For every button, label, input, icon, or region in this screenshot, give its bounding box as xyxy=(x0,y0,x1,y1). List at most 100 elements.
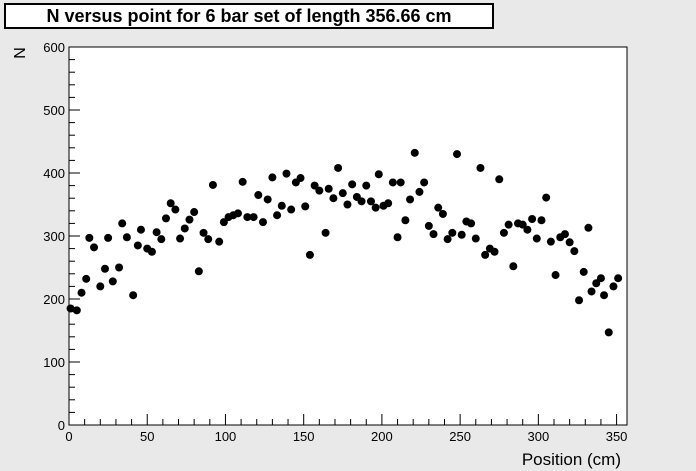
data-point xyxy=(315,186,324,195)
data-point xyxy=(362,181,371,190)
data-point xyxy=(448,228,457,237)
data-point xyxy=(268,173,277,182)
data-point xyxy=(233,209,242,218)
data-point xyxy=(338,189,347,198)
data-point xyxy=(254,191,263,200)
data-point xyxy=(215,237,224,246)
data-point xyxy=(384,199,393,208)
data-point xyxy=(401,216,410,225)
data-point xyxy=(305,250,314,259)
data-point xyxy=(180,224,189,233)
data-point xyxy=(481,250,490,259)
data-point xyxy=(115,263,124,272)
data-point xyxy=(429,230,438,239)
data-point xyxy=(537,216,546,225)
x-tick-label: 150 xyxy=(293,429,315,444)
data-point xyxy=(208,180,217,189)
data-point xyxy=(452,150,461,159)
data-point xyxy=(329,194,338,203)
x-tick-label: 0 xyxy=(65,429,72,444)
data-point xyxy=(596,274,605,283)
data-point xyxy=(551,271,560,280)
data-point xyxy=(301,202,310,211)
x-tick-label: 200 xyxy=(371,429,393,444)
data-point xyxy=(592,279,601,288)
data-point xyxy=(600,291,609,300)
y-tick-label: 600 xyxy=(43,40,65,55)
data-point xyxy=(579,267,588,276)
data-point xyxy=(504,220,513,229)
data-point xyxy=(277,201,286,210)
data-point xyxy=(604,328,613,337)
data-point xyxy=(287,205,296,214)
data-point xyxy=(546,237,555,246)
data-point xyxy=(388,178,397,187)
data-point xyxy=(560,230,569,239)
data-point xyxy=(584,223,593,232)
data-point xyxy=(393,233,402,242)
data-point xyxy=(371,203,380,212)
data-point xyxy=(72,306,81,315)
data-point xyxy=(118,219,127,228)
data-point xyxy=(147,247,156,256)
data-point xyxy=(324,184,333,193)
y-tick-label: 300 xyxy=(43,229,65,244)
data-point xyxy=(166,199,175,208)
data-point xyxy=(273,211,282,220)
chart-title: N versus point for 6 bar set of length 3… xyxy=(4,3,494,29)
x-axis-label: Position (cm) xyxy=(522,450,621,469)
data-point xyxy=(471,234,480,243)
data-point xyxy=(457,230,466,239)
data-point xyxy=(77,288,86,297)
data-point xyxy=(334,163,343,172)
data-point xyxy=(136,225,145,234)
data-point xyxy=(476,163,485,172)
data-point xyxy=(133,241,142,250)
data-point xyxy=(185,215,194,224)
y-tick-label: 0 xyxy=(58,418,65,433)
data-point xyxy=(357,197,366,206)
data-point xyxy=(157,235,166,244)
data-point xyxy=(565,238,574,247)
data-point xyxy=(249,213,258,222)
data-point xyxy=(575,296,584,305)
x-tick-label: 100 xyxy=(215,429,237,444)
data-point xyxy=(420,178,429,187)
y-tick-label: 500 xyxy=(43,103,65,118)
data-point xyxy=(258,218,267,227)
data-point xyxy=(296,174,305,183)
data-point xyxy=(152,228,161,237)
y-tick-label: 100 xyxy=(43,355,65,370)
data-point xyxy=(587,287,596,296)
data-point xyxy=(219,218,228,227)
data-point xyxy=(406,195,415,204)
data-point xyxy=(310,181,319,190)
data-point xyxy=(100,264,109,273)
data-point xyxy=(570,247,579,256)
data-point xyxy=(171,205,180,214)
y-tick-label: 400 xyxy=(43,166,65,181)
data-point xyxy=(238,177,247,186)
data-point xyxy=(609,282,618,291)
data-point xyxy=(90,243,99,252)
data-point xyxy=(424,221,433,230)
x-tick-label: 250 xyxy=(449,429,471,444)
data-point xyxy=(321,228,330,237)
y-tick-label: 200 xyxy=(43,292,65,307)
data-point xyxy=(434,203,443,212)
data-point xyxy=(176,234,185,243)
data-point xyxy=(96,282,105,291)
data-point xyxy=(85,233,94,242)
data-point xyxy=(194,267,203,276)
data-point xyxy=(467,219,476,228)
data-point xyxy=(161,214,170,223)
data-point xyxy=(366,197,375,206)
data-point xyxy=(438,209,447,218)
x-tick-label: 50 xyxy=(140,429,154,444)
data-point xyxy=(410,148,419,157)
data-point xyxy=(523,225,532,234)
data-point xyxy=(204,235,213,244)
data-point xyxy=(374,170,383,179)
data-point xyxy=(243,213,252,222)
